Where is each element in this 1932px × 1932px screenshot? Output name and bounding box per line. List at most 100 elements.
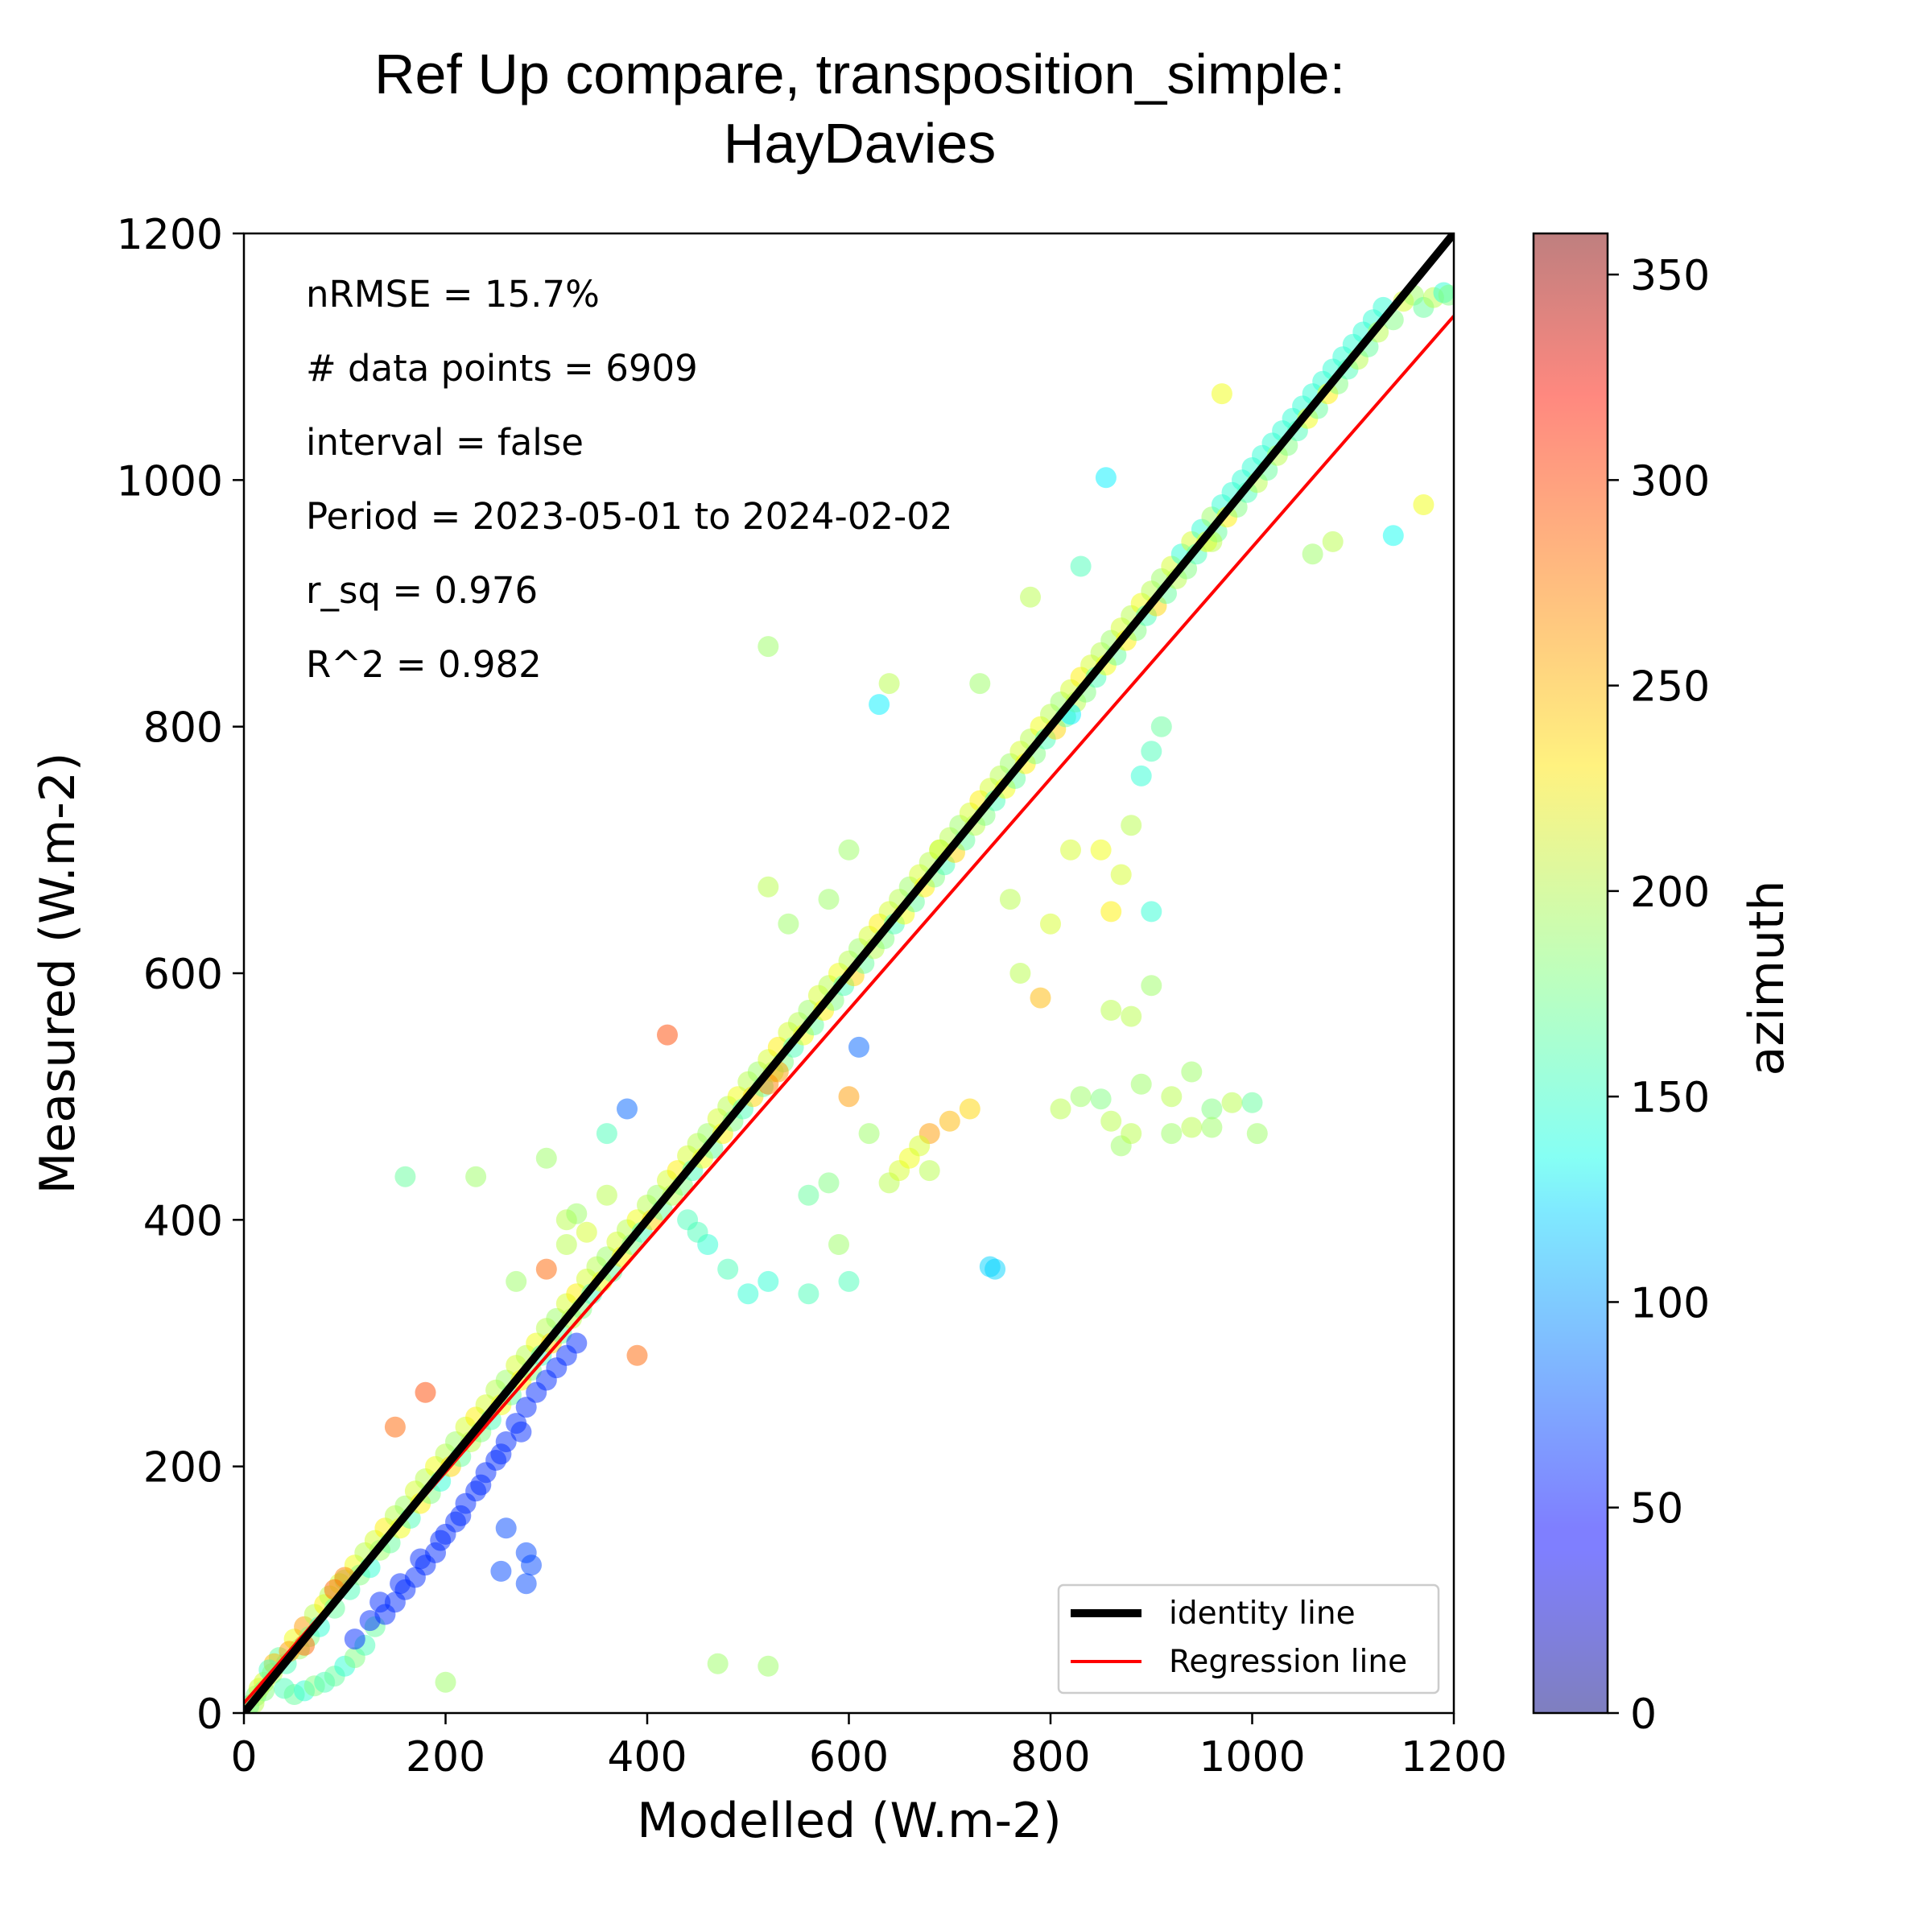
x-axis-label: Modelled (W.m-2) — [637, 1793, 1062, 1849]
data-point — [1161, 1086, 1183, 1108]
y-tick-label: 1200 — [117, 211, 223, 259]
data-point — [818, 889, 840, 910]
data-point — [506, 1270, 527, 1292]
data-point — [737, 1283, 759, 1305]
data-point — [1090, 839, 1112, 861]
data-point — [430, 1530, 452, 1551]
data-point — [515, 1573, 537, 1595]
x-tick-label: 200 — [406, 1733, 485, 1781]
data-point — [657, 1024, 678, 1046]
colorbar-gradient — [1532, 232, 1609, 1715]
data-point — [838, 839, 860, 861]
data-point — [1060, 839, 1081, 861]
data-point — [677, 1209, 699, 1231]
legend-identity-label: identity line — [1169, 1596, 1356, 1632]
data-point — [1150, 716, 1172, 737]
stats-annotations: nRMSE = 15.7% # data points = 6909 inter… — [306, 273, 952, 686]
data-point — [390, 1573, 411, 1595]
colorbar-tick-label: 250 — [1630, 663, 1710, 712]
data-point — [858, 1123, 880, 1145]
data-point — [470, 1474, 492, 1496]
data-point — [1100, 1110, 1122, 1132]
data-point — [798, 1283, 819, 1305]
data-point — [985, 1258, 1006, 1280]
data-point — [369, 1591, 391, 1613]
data-point — [869, 694, 890, 716]
data-point — [717, 1258, 739, 1280]
data-point — [838, 1086, 860, 1108]
data-point — [359, 1610, 381, 1632]
data-points — [244, 282, 1454, 1713]
data-point — [1322, 530, 1344, 552]
y-axis-ticks: 0 200 400 600 800 1000 1200 — [117, 211, 244, 1739]
data-point — [1141, 901, 1162, 923]
y-tick-label: 1000 — [117, 457, 223, 506]
data-point — [1070, 555, 1092, 577]
data-point — [596, 1123, 617, 1145]
data-point — [465, 1166, 487, 1187]
x-tick-label: 1000 — [1199, 1733, 1305, 1781]
legend: identity line Regression line — [1057, 1583, 1440, 1695]
data-point — [1201, 1117, 1223, 1138]
y-axis-label: Measured (W.m-2) — [30, 753, 86, 1195]
data-point — [798, 1184, 819, 1206]
x-tick-label: 0 — [230, 1733, 257, 1781]
data-point — [535, 1147, 557, 1169]
data-point — [1130, 1073, 1152, 1095]
data-point — [838, 1270, 860, 1292]
annotation-r2: R^2 = 0.982 — [306, 643, 542, 686]
data-point — [969, 673, 991, 695]
annotation-nrmse: nRMSE = 15.7% — [306, 273, 600, 316]
data-point — [1161, 1123, 1183, 1145]
data-point — [758, 1655, 779, 1677]
data-point — [384, 1416, 406, 1438]
legend-box — [1057, 1583, 1440, 1695]
x-tick-label: 1200 — [1401, 1733, 1507, 1781]
colorbar-ticks: 0 50 100 150 200 250 300 350 — [1608, 252, 1710, 1739]
data-point — [1100, 1000, 1122, 1021]
data-point — [1040, 913, 1061, 935]
data-point — [1130, 765, 1152, 786]
y-tick-label: 400 — [143, 1197, 223, 1245]
annotation-period: Period = 2023-05-01 to 2024-02-02 — [306, 495, 952, 538]
y-tick-label: 800 — [143, 704, 223, 753]
data-point — [1020, 586, 1041, 608]
identity-line — [244, 233, 1454, 1713]
data-point — [394, 1166, 416, 1187]
data-point — [415, 1381, 436, 1403]
data-point — [1030, 987, 1051, 1009]
colorbar-tick-label: 100 — [1630, 1279, 1710, 1327]
data-point — [521, 1554, 542, 1576]
title-line-1: Ref Up compare, transposition_simple: — [374, 43, 1345, 105]
data-point — [848, 1036, 869, 1058]
data-point — [535, 1258, 557, 1280]
colorbar-tick-label: 200 — [1630, 869, 1710, 917]
data-point — [939, 1110, 960, 1132]
x-tick-label: 400 — [607, 1733, 687, 1781]
data-point — [410, 1548, 431, 1570]
colorbar-tick-label: 150 — [1630, 1074, 1710, 1122]
data-point — [490, 1560, 512, 1582]
data-point — [450, 1505, 472, 1526]
data-point — [495, 1517, 517, 1539]
x-tick-label: 600 — [809, 1733, 889, 1781]
data-point — [617, 1098, 638, 1120]
data-point — [1141, 741, 1162, 762]
data-point — [435, 1671, 456, 1693]
data-point — [1050, 1098, 1071, 1120]
x-axis-ticks: 0 200 400 600 800 1000 1200 — [230, 1713, 1507, 1781]
fit-lines — [244, 233, 1454, 1713]
colorbar: 0 50 100 150 200 250 300 350 azimuth — [1532, 232, 1795, 1739]
data-point — [510, 1421, 532, 1443]
data-point — [758, 876, 779, 898]
title-line-2: HayDavies — [724, 112, 996, 175]
data-point — [1090, 1088, 1112, 1110]
annotation-r-sq: r_sq = 0.976 — [306, 569, 538, 612]
data-point — [878, 673, 900, 695]
data-point — [1221, 1092, 1243, 1113]
data-point — [1382, 525, 1404, 547]
data-point — [1413, 494, 1435, 515]
colorbar-tick-label: 300 — [1630, 457, 1710, 506]
data-point — [490, 1443, 512, 1465]
